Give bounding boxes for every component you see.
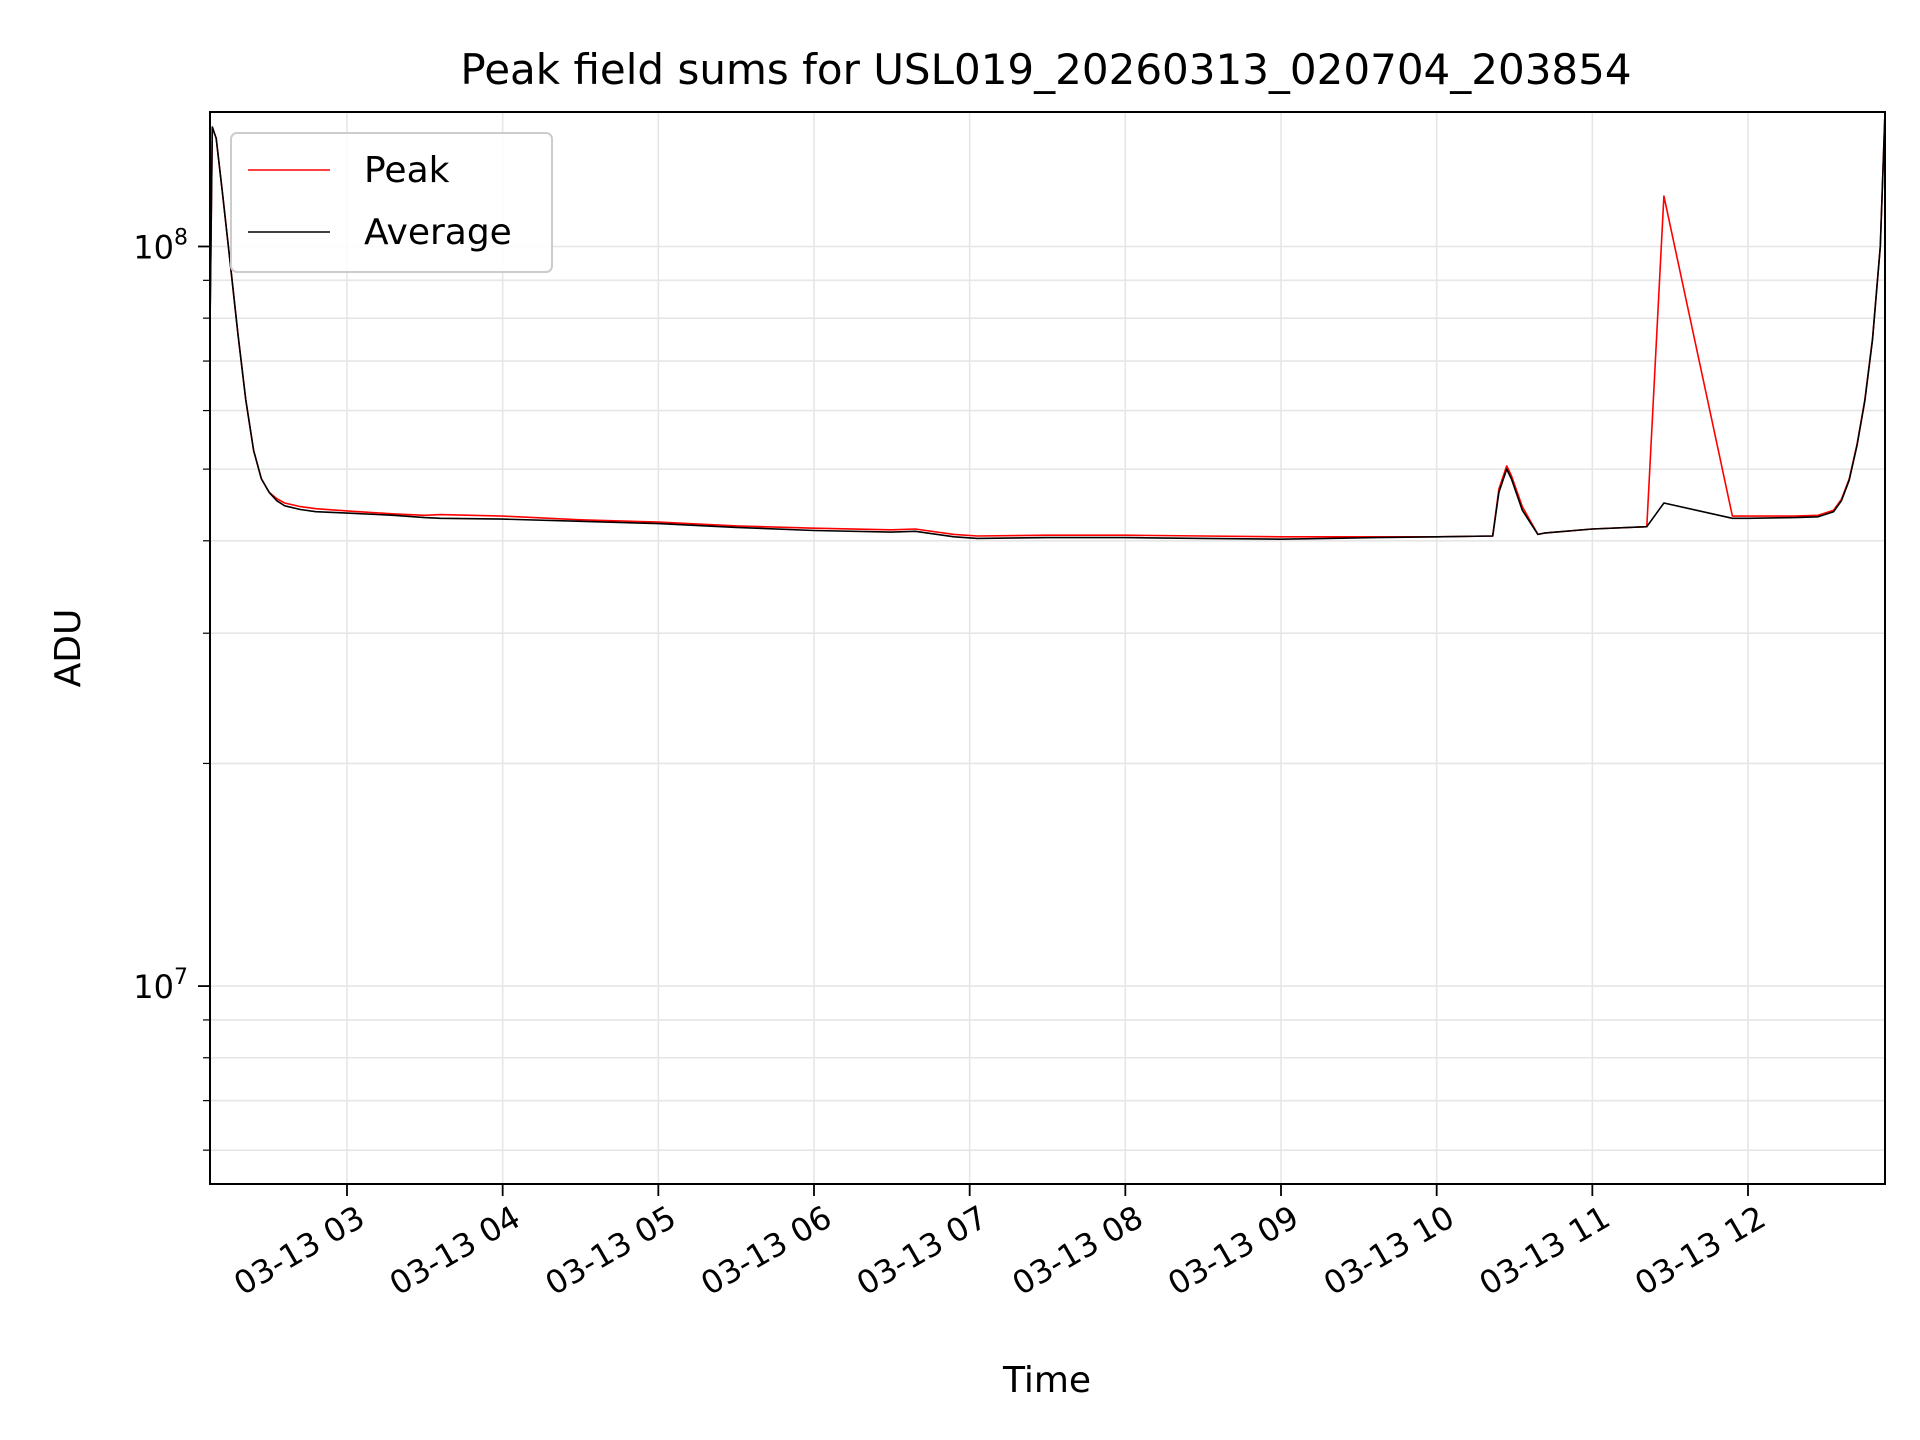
y-tick-exponent: 8 [174, 225, 188, 250]
y-tick-label: 107 [133, 965, 188, 1006]
plot-area [210, 112, 1885, 1184]
y-tick-base: 10 [133, 228, 174, 266]
legend-peak-label: Peak [364, 150, 450, 191]
legend-box [230, 132, 553, 273]
y-tick-base: 10 [133, 968, 174, 1006]
legend: Peak Average [230, 132, 553, 273]
series-line-average [210, 112, 1885, 541]
grid [210, 112, 1885, 1184]
y-tick-label: 108 [133, 225, 188, 266]
y-axis-label: ADU [48, 609, 89, 688]
chart-title: Peak field sums for USL019_20260313_0207… [460, 45, 1631, 94]
legend-average-label: Average [364, 212, 512, 253]
series-layer [210, 112, 1885, 541]
y-tick-exponent: 7 [174, 965, 188, 990]
plot-frame [209, 111, 1886, 1185]
x-axis-label: Time [1002, 1360, 1091, 1401]
